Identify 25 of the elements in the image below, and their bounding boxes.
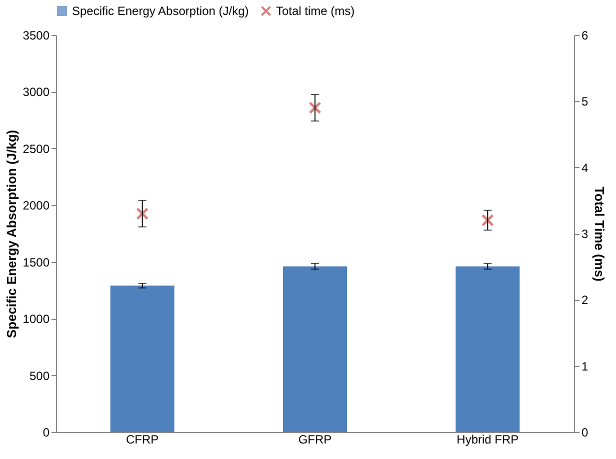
point (136, 208, 148, 220)
y2-tick-label: 3 (582, 227, 588, 241)
y-tick-label: 2000 (22, 198, 50, 213)
y-tick-label: 3500 (22, 28, 50, 42)
y-tick-label: 500 (29, 368, 50, 383)
y2-tick-label: 5 (582, 94, 588, 109)
point (309, 102, 321, 114)
y2-tick-label: 2 (582, 293, 588, 308)
point (482, 214, 494, 226)
x-tick-label: CFRP (126, 432, 159, 446)
y-axis-title: Specific Energy Absorption (J/kg) (4, 130, 19, 338)
legend-label: Total time (ms) (276, 4, 355, 18)
x-tick-label: Hybrid FRP (456, 432, 519, 446)
y2-tick-label: 0 (582, 426, 588, 440)
y2-tick-label: 1 (582, 359, 588, 374)
y-tick-label: 0 (42, 426, 50, 440)
y-tick-label: 1500 (22, 255, 50, 270)
y2-tick-label: 4 (582, 160, 588, 175)
x-tick-label: GFRP (298, 432, 332, 446)
y-tick-label: 1000 (22, 312, 50, 326)
y2-tick-label: 6 (582, 28, 588, 42)
y-tick-label: 3000 (22, 85, 50, 100)
y-tick-label: 2500 (22, 142, 50, 156)
legend-label: Specific Energy Absorption (J/kg) (72, 4, 249, 18)
y2-axis-title: Total Time (ms) (592, 186, 608, 282)
